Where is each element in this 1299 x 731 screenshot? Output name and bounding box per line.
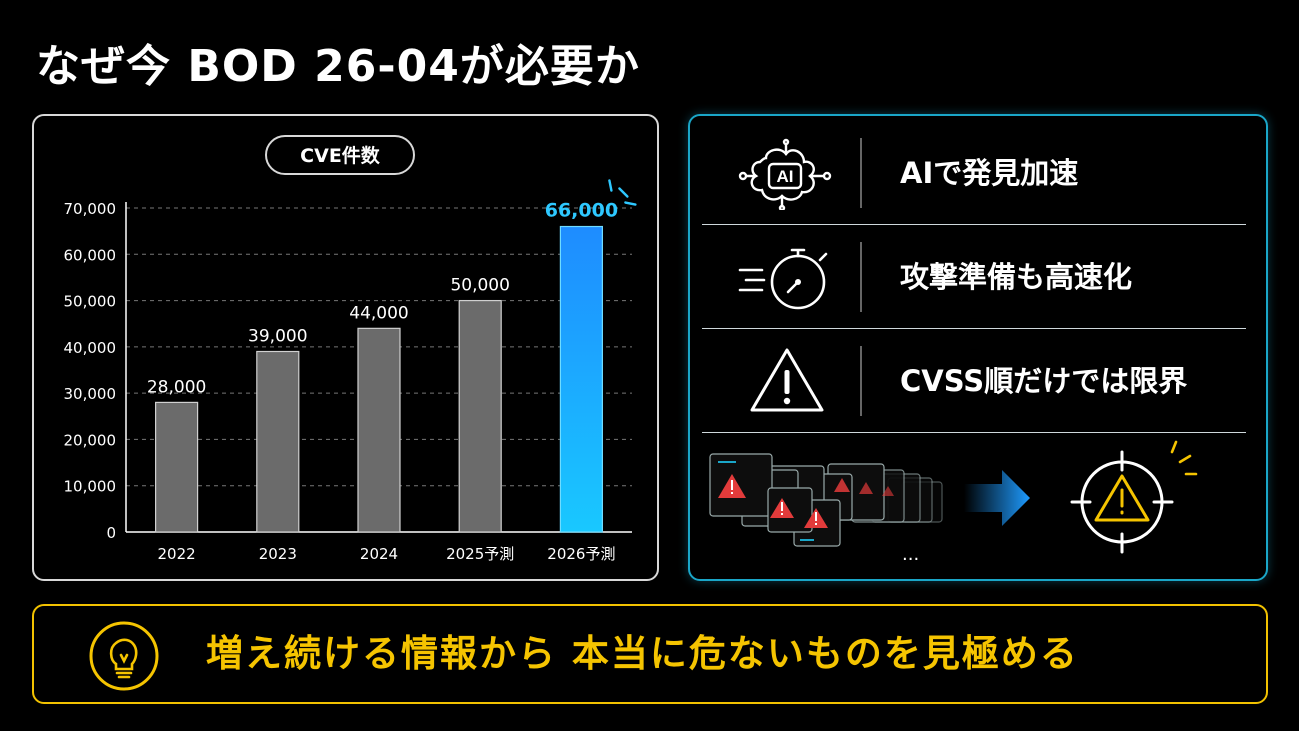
x-tick-label: 2024 — [360, 545, 398, 563]
stopwatch-icon — [738, 248, 828, 310]
y-tick-label: 0 — [106, 524, 116, 542]
y-tick-label: 30,000 — [64, 385, 117, 403]
factors-panel: AI AIで発見加速 攻撃準備も高速化 CVSS順だけでは限界 — [688, 114, 1268, 581]
bar-2025予測 — [458, 299, 502, 533]
bar-2023 — [256, 350, 300, 533]
factor-divider — [860, 242, 862, 312]
cve-bar-chart: CVE件数 0 10,000 20,000 30,000 40,000 50,000 60,0… — [64, 135, 637, 563]
chart-title: CVE件数 — [300, 144, 381, 167]
bar-2024 — [357, 327, 401, 533]
x-tick-label: 2026予測 — [547, 545, 615, 563]
cve-chart-panel: CVE件数 0 10,000 20,000 30,000 40,000 50,000 60,0… — [32, 114, 659, 581]
highlight-sparkle — [624, 201, 637, 206]
factor-label-cvss: CVSS順だけでは限界 — [900, 364, 1188, 398]
bar-value-label: 44,000 — [349, 303, 408, 323]
y-tick-label: 60,000 — [64, 246, 117, 264]
bar-value-label: 28,000 — [147, 377, 206, 397]
bar-2026予測 — [559, 225, 604, 533]
highlight-sparkle — [618, 187, 629, 198]
ai-brain-icon: AI — [738, 138, 832, 210]
banner-text: 増え続ける情報から 本当に危ないものを見極める — [206, 632, 1079, 675]
svg-text:AI: AI — [777, 167, 794, 186]
x-tick-label: 2025予測 — [446, 545, 514, 563]
bar-value-label: 39,000 — [248, 326, 307, 346]
page-title: なぜ今 BOD 26-04が必要か — [36, 41, 640, 92]
chart-title-pill — [265, 135, 415, 175]
ellipsis: ... — [902, 544, 919, 565]
factor-divider — [860, 138, 862, 208]
lightbulb-icon — [89, 621, 159, 691]
bar-value-label: 50,000 — [450, 276, 509, 296]
right-arrow-icon — [964, 470, 1030, 526]
y-tick-label: 50,000 — [64, 293, 117, 311]
factor-row-cvss: CVSS順だけでは限界 — [702, 330, 1246, 433]
bar-2022 — [154, 401, 199, 533]
y-tick-label: 10,000 — [64, 478, 117, 496]
factor-label-ai: AIで発見加速 — [900, 156, 1079, 190]
takeaway-banner: 増え続ける情報から 本当に危ないものを見極める — [32, 604, 1268, 704]
prioritization-illustration: ... — [709, 440, 1198, 565]
y-tick-label: 20,000 — [64, 431, 117, 449]
y-tick-label: 40,000 — [64, 339, 117, 357]
stacked-alert-windows-icon — [709, 453, 943, 547]
warning-triangle-icon — [750, 348, 824, 412]
factor-label-speed: 攻撃準備も高速化 — [900, 260, 1133, 294]
highlight-sparkle — [608, 179, 613, 192]
factor-row-speed: 攻撃準備も高速化 — [702, 226, 1246, 329]
x-tick-label: 2022 — [158, 545, 196, 563]
x-tick-label: 2023 — [259, 545, 297, 563]
target-warning-icon — [1070, 440, 1198, 554]
y-tick-label: 70,000 — [64, 200, 117, 218]
factor-divider — [860, 346, 862, 416]
bar-value-label: 66,000 — [545, 200, 618, 222]
factor-row-ai: AI AIで発見加速 — [702, 122, 1246, 225]
